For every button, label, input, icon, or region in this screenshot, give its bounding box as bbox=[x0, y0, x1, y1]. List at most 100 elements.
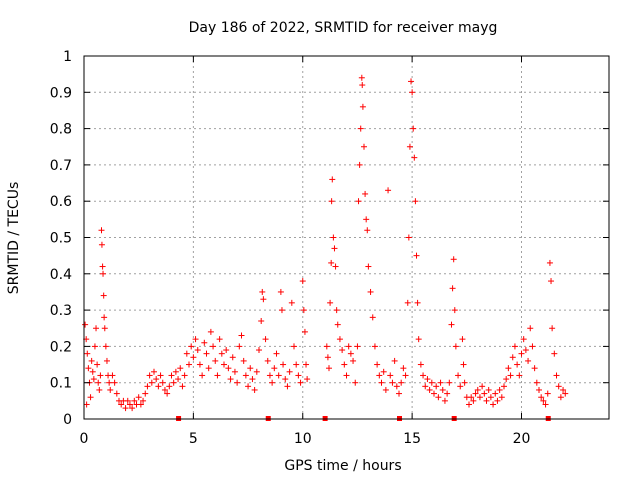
data-point bbox=[199, 372, 206, 379]
data-point bbox=[518, 350, 525, 357]
data-point bbox=[96, 386, 103, 393]
data-point bbox=[350, 357, 357, 364]
data-point bbox=[247, 365, 254, 372]
data-point bbox=[357, 125, 364, 132]
data-point bbox=[159, 379, 166, 386]
data-point bbox=[520, 336, 527, 343]
data-point bbox=[494, 397, 501, 404]
data-point bbox=[186, 361, 192, 368]
data-point bbox=[87, 394, 94, 401]
data-point bbox=[439, 386, 446, 393]
data-point bbox=[324, 354, 331, 361]
data-point bbox=[560, 386, 567, 393]
data-point bbox=[487, 394, 494, 401]
data-point bbox=[148, 379, 155, 386]
data-point bbox=[90, 376, 97, 383]
data-point bbox=[253, 368, 260, 375]
data-point bbox=[260, 296, 267, 303]
data-point bbox=[240, 357, 247, 364]
data-point bbox=[466, 401, 472, 408]
data-point bbox=[457, 383, 464, 390]
data-point bbox=[207, 328, 214, 335]
data-point bbox=[551, 350, 558, 357]
data-point bbox=[161, 386, 168, 393]
data-point bbox=[408, 78, 415, 85]
data-point bbox=[327, 299, 334, 306]
y-tick-label: 1 bbox=[63, 49, 72, 65]
data-point bbox=[449, 285, 456, 292]
data-point bbox=[175, 376, 182, 383]
data-point bbox=[107, 386, 114, 393]
data-point bbox=[481, 390, 488, 397]
data-point bbox=[293, 361, 300, 368]
data-point bbox=[339, 347, 346, 354]
data-point bbox=[345, 343, 352, 350]
data-point bbox=[210, 343, 217, 350]
data-point bbox=[103, 357, 110, 364]
data-point bbox=[330, 234, 337, 241]
data-point bbox=[417, 361, 424, 368]
data-point bbox=[546, 259, 553, 266]
data-point bbox=[382, 386, 389, 393]
data-point bbox=[527, 325, 534, 332]
data-point bbox=[343, 372, 350, 379]
data-point bbox=[444, 390, 451, 397]
data-point bbox=[129, 405, 136, 412]
data-point bbox=[533, 379, 540, 386]
data-point bbox=[414, 299, 421, 306]
data-point bbox=[557, 394, 564, 401]
data-point bbox=[411, 154, 418, 161]
y-tick-label: 0.1 bbox=[50, 376, 72, 392]
data-point bbox=[479, 383, 486, 390]
data-point bbox=[238, 332, 245, 339]
data-point bbox=[236, 343, 243, 350]
data-point bbox=[205, 365, 212, 372]
data-point bbox=[201, 339, 208, 346]
data-point bbox=[374, 361, 381, 368]
chart-title: Day 186 of 2022, SRMTID for receiver may… bbox=[189, 20, 498, 36]
x-tick-label: 5 bbox=[189, 431, 198, 447]
data-point bbox=[359, 82, 366, 89]
data-point bbox=[548, 278, 555, 285]
data-point bbox=[376, 372, 383, 379]
data-point bbox=[183, 350, 190, 357]
data-point bbox=[404, 299, 411, 306]
data-point bbox=[509, 354, 516, 361]
data-point bbox=[405, 234, 412, 241]
data-point bbox=[157, 372, 164, 379]
data-point bbox=[102, 343, 109, 350]
data-point bbox=[391, 357, 398, 364]
data-point bbox=[354, 343, 361, 350]
data-point bbox=[540, 397, 547, 404]
data-point bbox=[476, 394, 483, 401]
data-point bbox=[503, 376, 510, 383]
data-point bbox=[214, 372, 221, 379]
data-point bbox=[168, 372, 175, 379]
data-point bbox=[420, 372, 427, 379]
data-point bbox=[91, 343, 98, 350]
y-tick-labels: 0 0.1 0.2 0.3 0.4 0.5 0.6 0.7 0.8 0.9 1 bbox=[50, 49, 72, 428]
data-point bbox=[468, 394, 475, 401]
data-point bbox=[118, 401, 125, 408]
data-point bbox=[303, 361, 310, 368]
data-point bbox=[385, 187, 392, 194]
data-point bbox=[516, 372, 523, 379]
data-point bbox=[485, 386, 492, 393]
data-point bbox=[245, 383, 252, 390]
data-point bbox=[277, 288, 284, 295]
grid bbox=[84, 56, 609, 419]
data-point bbox=[531, 365, 538, 372]
data-point bbox=[492, 390, 499, 397]
data-point bbox=[542, 401, 549, 408]
data-point bbox=[99, 263, 106, 270]
data-point bbox=[507, 372, 514, 379]
data-point bbox=[258, 317, 265, 324]
data-point bbox=[402, 372, 409, 379]
y-tick-label: 0.5 bbox=[50, 231, 72, 247]
data-point bbox=[511, 343, 518, 350]
data-point bbox=[529, 343, 536, 350]
data-point bbox=[179, 383, 186, 390]
data-point bbox=[361, 143, 367, 150]
data-point bbox=[483, 397, 490, 404]
data-point bbox=[426, 386, 433, 393]
